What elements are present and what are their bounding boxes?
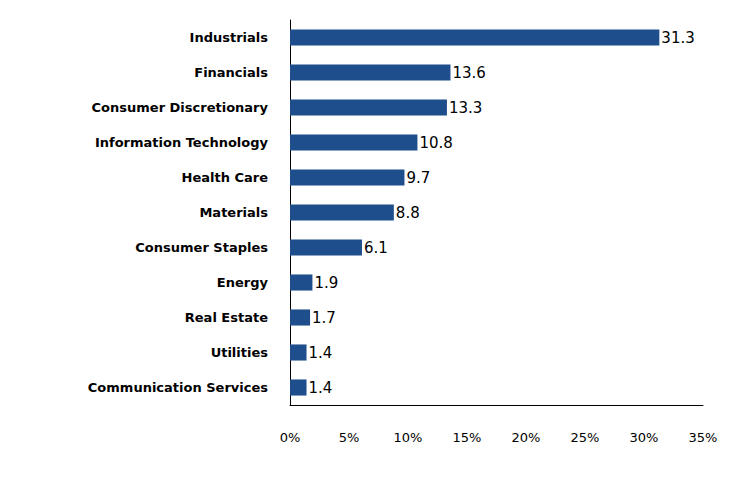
svg-text:8.8: 8.8 (396, 204, 420, 222)
svg-text:15%: 15% (453, 430, 482, 445)
svg-text:Financials: Financials (194, 65, 268, 80)
svg-text:6.1: 6.1 (364, 239, 388, 257)
svg-text:0%: 0% (280, 430, 301, 445)
svg-text:Energy: Energy (217, 275, 269, 290)
svg-text:1.7: 1.7 (312, 309, 336, 327)
svg-text:10.8: 10.8 (419, 134, 452, 152)
svg-text:31.3: 31.3 (661, 29, 694, 47)
svg-text:13.6: 13.6 (452, 64, 485, 82)
svg-text:Industrials: Industrials (190, 30, 269, 45)
svg-text:35%: 35% (689, 430, 718, 445)
svg-text:Consumer Discretionary: Consumer Discretionary (92, 100, 269, 115)
svg-text:5%: 5% (339, 430, 360, 445)
svg-text:Information Technology: Information Technology (95, 135, 269, 150)
svg-text:13.3: 13.3 (449, 99, 482, 117)
svg-text:Real Estate: Real Estate (185, 310, 268, 325)
svg-text:1.4: 1.4 (309, 379, 333, 397)
svg-text:1.9: 1.9 (314, 274, 338, 292)
svg-text:25%: 25% (571, 430, 600, 445)
svg-text:Materials: Materials (199, 205, 268, 220)
svg-text:20%: 20% (512, 430, 541, 445)
svg-text:30%: 30% (630, 430, 659, 445)
svg-text:Communication Services: Communication Services (88, 380, 268, 395)
svg-text:10%: 10% (394, 430, 423, 445)
svg-text:Utilities: Utilities (211, 345, 269, 360)
svg-text:1.4: 1.4 (309, 344, 333, 362)
svg-text:9.7: 9.7 (406, 169, 430, 187)
svg-text:Health Care: Health Care (182, 170, 269, 185)
svg-text:Consumer Staples: Consumer Staples (135, 240, 268, 255)
